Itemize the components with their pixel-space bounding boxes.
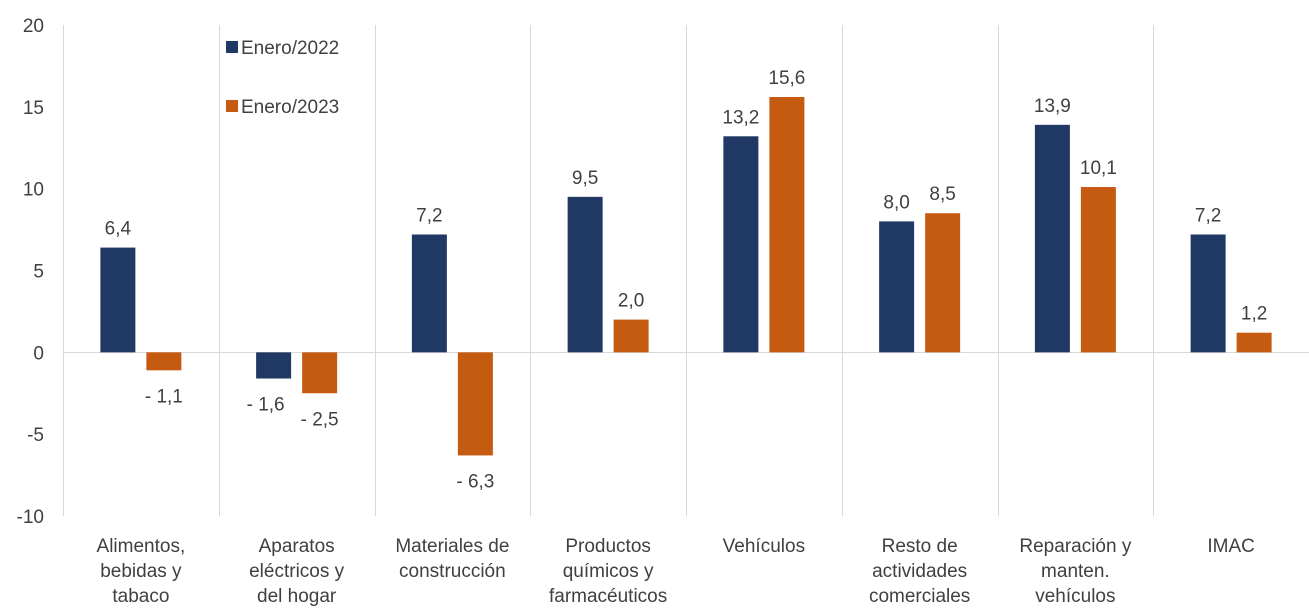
data-label: - 1,1	[145, 386, 183, 407]
legend-label: Enero/2022	[241, 38, 339, 59]
data-label: 13,2	[722, 107, 759, 128]
data-label: 10,1	[1080, 158, 1117, 179]
bar-enero-2022	[567, 196, 603, 353]
category-label: Aparatos	[259, 536, 335, 557]
data-label: 13,9	[1034, 96, 1071, 117]
data-label: 7,2	[1195, 205, 1221, 226]
y-tick-label: -10	[17, 507, 44, 528]
bar-enero-2023	[769, 97, 805, 353]
category-label: tabaco	[112, 586, 169, 607]
data-label: 1,2	[1241, 304, 1267, 325]
y-tick-label: 20	[23, 16, 44, 37]
bar-enero-2023	[613, 319, 649, 353]
data-labels: 6,4 - 1,1 - 1,6 - 2,5 7,2 - 6,3 9,5 2,0 13,2 15,6…	[105, 68, 1268, 492]
bar-enero-2022	[1190, 234, 1226, 353]
category-label: Alimentos,	[97, 536, 186, 557]
bar-enero-2023	[457, 352, 493, 456]
data-label: 8,0	[883, 192, 909, 213]
data-label: - 6,3	[456, 471, 494, 492]
bar-enero-2022	[411, 234, 447, 353]
y-tick-label: 5	[33, 262, 44, 283]
category-label: Reparación y	[1019, 536, 1131, 557]
legend-label: Enero/2023	[241, 97, 339, 118]
category-label: IMAC	[1207, 536, 1255, 557]
data-label: 9,5	[572, 168, 598, 189]
data-label: 6,4	[105, 219, 132, 240]
y-tick-label: 15	[23, 98, 44, 119]
category-separators	[63, 25, 1154, 516]
category-label: del hogar	[257, 586, 337, 607]
category-label: químicos y	[563, 561, 654, 582]
y-tick-label: -5	[27, 425, 44, 446]
data-label: 8,5	[929, 184, 955, 205]
data-label: 15,6	[768, 68, 805, 89]
legend-swatch	[226, 41, 238, 53]
bar-enero-2023	[1236, 332, 1272, 353]
data-label: - 2,5	[301, 409, 339, 430]
category-label: actividades	[872, 561, 967, 582]
category-label: vehículos	[1035, 586, 1115, 607]
category-label: Materiales de	[395, 536, 509, 557]
bar-enero-2022	[256, 352, 292, 379]
bar-enero-2023	[925, 213, 961, 353]
legend: Enero/2022 Enero/2023	[226, 38, 339, 118]
category-label: manten.	[1041, 561, 1110, 582]
category-label: Productos	[565, 536, 651, 557]
category-label: construcción	[399, 561, 506, 582]
legend-swatch	[226, 100, 238, 112]
bar-enero-2022	[723, 136, 759, 353]
data-label: - 1,6	[247, 395, 285, 416]
data-label: 7,2	[416, 205, 442, 226]
category-label: Vehículos	[723, 536, 805, 557]
category-label: eléctricos y	[249, 561, 345, 582]
data-label: 2,0	[618, 291, 644, 312]
bar-enero-2023	[1080, 187, 1116, 353]
y-axis-ticks: 20 15 10 5 0 -5 -10	[17, 16, 44, 528]
y-tick-label: 10	[23, 180, 44, 201]
bar-enero-2022	[100, 247, 136, 353]
bar-enero-2022	[879, 221, 915, 353]
bar-enero-2023	[146, 352, 182, 371]
y-tick-label: 0	[33, 343, 44, 364]
bar-enero-2023	[302, 352, 338, 394]
category-label: farmacéuticos	[549, 586, 667, 607]
bars-group	[100, 97, 1272, 456]
bar-enero-2022	[1034, 124, 1070, 353]
category-label: Resto de	[882, 536, 958, 557]
category-label: bebidas y	[100, 561, 182, 582]
category-labels: Alimentos, bebidas y tabaco Aparatos eléctri…	[97, 536, 1255, 607]
category-label: comerciales	[869, 586, 970, 607]
